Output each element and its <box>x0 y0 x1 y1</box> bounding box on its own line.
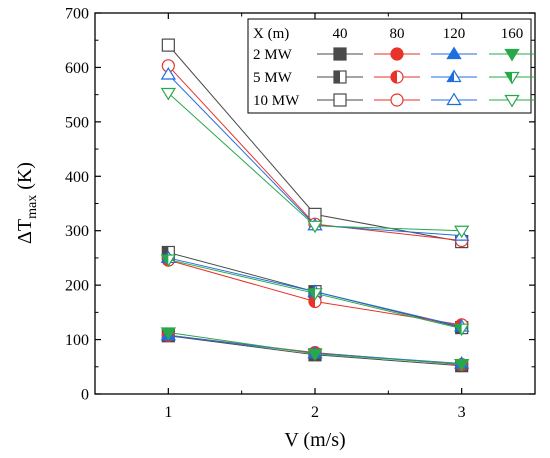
x-tick-label: 2 <box>311 404 319 421</box>
series <box>160 327 470 372</box>
legend-column-label: 120 <box>443 26 466 42</box>
legend-marker <box>504 71 520 85</box>
y-tick-label: 0 <box>81 387 89 404</box>
x-axis-title: V (m/s) <box>284 429 345 451</box>
data-point <box>161 38 175 52</box>
legend-marker <box>446 69 462 83</box>
legend-marker <box>446 46 462 60</box>
y-tick-label: 200 <box>65 278 89 295</box>
data-point <box>307 288 323 301</box>
data-point <box>307 348 323 362</box>
legend-box <box>247 18 532 114</box>
y-tick-label: 600 <box>65 60 89 77</box>
legend-row-label: 5 MW <box>253 70 293 86</box>
data-point <box>160 254 177 268</box>
legend-marker <box>504 48 520 62</box>
y-tick-label: 400 <box>65 169 89 186</box>
x-tick-label: 3 <box>458 404 466 421</box>
y-axis-title: ΔTmax (K) <box>14 162 40 244</box>
y-tick-label: 300 <box>65 223 89 240</box>
data-point <box>453 323 470 337</box>
x-tick-label: 1 <box>164 404 172 421</box>
data-point <box>160 87 177 101</box>
legend-marker <box>333 70 347 84</box>
y-axis: 0 100 200 300 400 500 600 700 <box>65 6 535 404</box>
data-point <box>307 220 323 234</box>
data-point <box>453 225 470 239</box>
y-tick-label: 700 <box>65 6 89 23</box>
y-tick-label: 500 <box>65 114 89 131</box>
data-point <box>453 358 470 372</box>
legend: X (m) 40 80 120 160 2 MW 5 MW 10 MW <box>247 18 535 114</box>
data-point <box>160 67 177 80</box>
legend-column-label: 80 <box>390 26 405 42</box>
legend-column-label: 40 <box>333 26 348 42</box>
legend-marker <box>390 70 404 84</box>
legend-row-label: 2 MW <box>253 47 293 63</box>
data-point <box>308 294 322 309</box>
legend-marker <box>333 47 347 61</box>
legend-marker <box>390 47 404 61</box>
data-point <box>160 327 177 340</box>
legend-header: X (m) <box>253 26 289 42</box>
legend-marker <box>504 94 520 108</box>
x-axis: 1 2 3 <box>94 13 536 421</box>
y-axis-title-subscript: max <box>25 195 40 219</box>
y-axis-title-unit: (K) <box>14 162 36 195</box>
legend-marker <box>390 93 404 107</box>
y-axis-title-main: ΔT <box>14 219 36 244</box>
legend-marker <box>333 93 347 107</box>
y-tick-label: 100 <box>65 332 89 349</box>
legend-marker <box>446 92 462 106</box>
series <box>160 254 470 337</box>
series <box>160 87 470 239</box>
series-layer <box>160 38 470 373</box>
legend-row-label: 10 MW <box>253 93 300 109</box>
legend-column-label: 160 <box>501 26 524 42</box>
